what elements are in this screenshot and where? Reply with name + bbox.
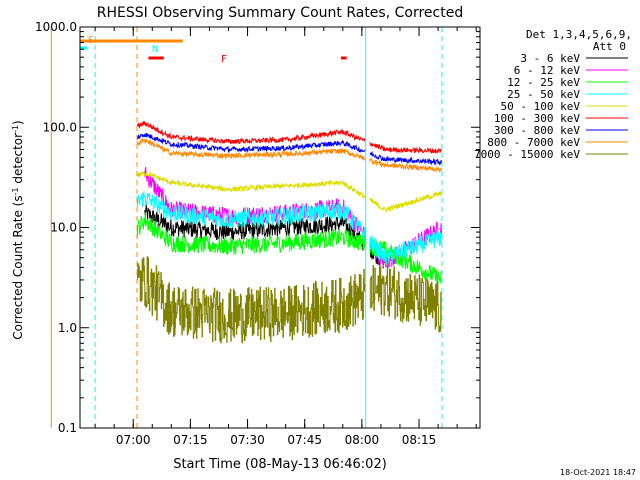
x-tick-label: 07:45 <box>287 433 322 447</box>
series-line <box>136 137 443 174</box>
footer-timestamp: 18-Oct-2021 18:47 <box>560 468 636 477</box>
legend-entry: 100 - 300 keV <box>494 112 580 125</box>
legend-entry: 3 - 6 keV <box>520 52 580 65</box>
y-tick-label: 100.0 <box>43 120 77 134</box>
chart-title: RHESSI Observing Summary Count Rates, Co… <box>97 5 463 21</box>
flag-label: S <box>88 35 94 46</box>
series-line <box>136 121 443 155</box>
x-tick-label: 07:00 <box>116 433 151 447</box>
series-layer <box>136 121 443 344</box>
legend-entry: 6 - 12 keV <box>514 64 581 77</box>
x-tick-label: 07:30 <box>230 433 265 447</box>
y-tick-label: 10.0 <box>50 221 77 235</box>
x-axis-label: Start Time (08-May-13 06:46:02) <box>173 457 387 472</box>
marker-layer: S N F <box>50 27 443 428</box>
series-line <box>137 256 443 344</box>
y-tick-label: 1.0 <box>58 321 77 335</box>
legend-header-line1: Det 1,3,4,5,6,9, <box>526 28 632 41</box>
series-line <box>136 170 443 213</box>
legend-header-line2: Att 0 <box>593 40 626 53</box>
series-line <box>136 212 443 287</box>
flag-label: F <box>221 54 227 65</box>
x-tick-label: 07:15 <box>173 433 208 447</box>
y-tick-label: 1000.0 <box>35 20 77 34</box>
series-line <box>136 190 443 266</box>
legend-entry: 7000 - 15000 keV <box>474 148 580 161</box>
legend-entry: 300 - 800 keV <box>494 124 580 137</box>
legend-entry: 800 - 7000 keV <box>487 136 580 149</box>
y-tick-label: 0.1 <box>58 421 77 435</box>
axes-layer: 0.1 1.0 10.0 100.0 1000.0 07:00 07:15 07:30 07:4… <box>35 20 481 447</box>
legend-entry: 50 - 100 keV <box>501 100 581 113</box>
x-tick-label: 08:00 <box>345 433 380 447</box>
legend-entry: 12 - 25 keV <box>507 76 580 89</box>
series-line <box>136 133 443 166</box>
y-axis-label: Corrected Count Rate (s-1 detector-1) <box>11 120 25 339</box>
x-tick-label: 08:15 <box>402 433 437 447</box>
flag-label: N <box>152 44 158 55</box>
legend-entry: 25 - 50 keV <box>507 88 580 101</box>
